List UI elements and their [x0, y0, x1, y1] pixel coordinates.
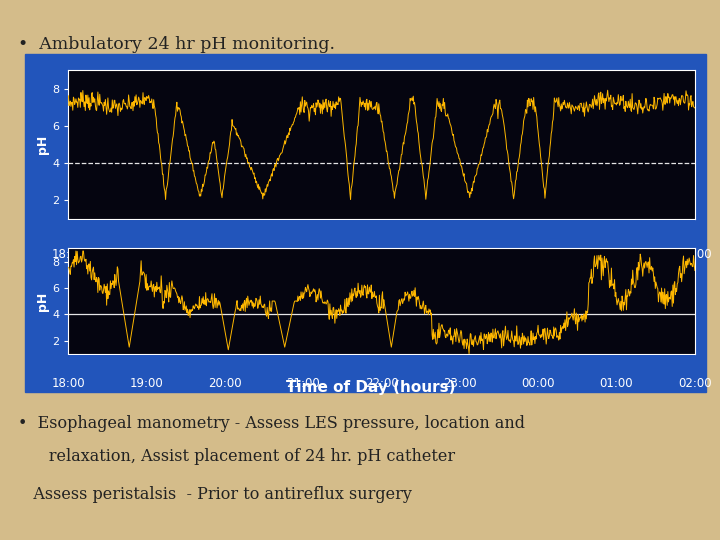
Y-axis label: pH: pH — [37, 292, 50, 310]
Text: relaxation, Assist placement of 24 hr. pH catheter: relaxation, Assist placement of 24 hr. p… — [18, 448, 455, 465]
Text: •  Esophageal manometry - Assess LES pressure, location and: • Esophageal manometry - Assess LES pres… — [18, 415, 525, 433]
Y-axis label: pH: pH — [37, 135, 50, 154]
Text: Time of Day (hours): Time of Day (hours) — [286, 380, 456, 395]
Text: Assess peristalsis  - Prior to antireflux surgery: Assess peristalsis - Prior to antireflux… — [18, 485, 412, 503]
Text: •  Ambulatory 24 hr pH monitoring.: • Ambulatory 24 hr pH monitoring. — [18, 36, 335, 53]
